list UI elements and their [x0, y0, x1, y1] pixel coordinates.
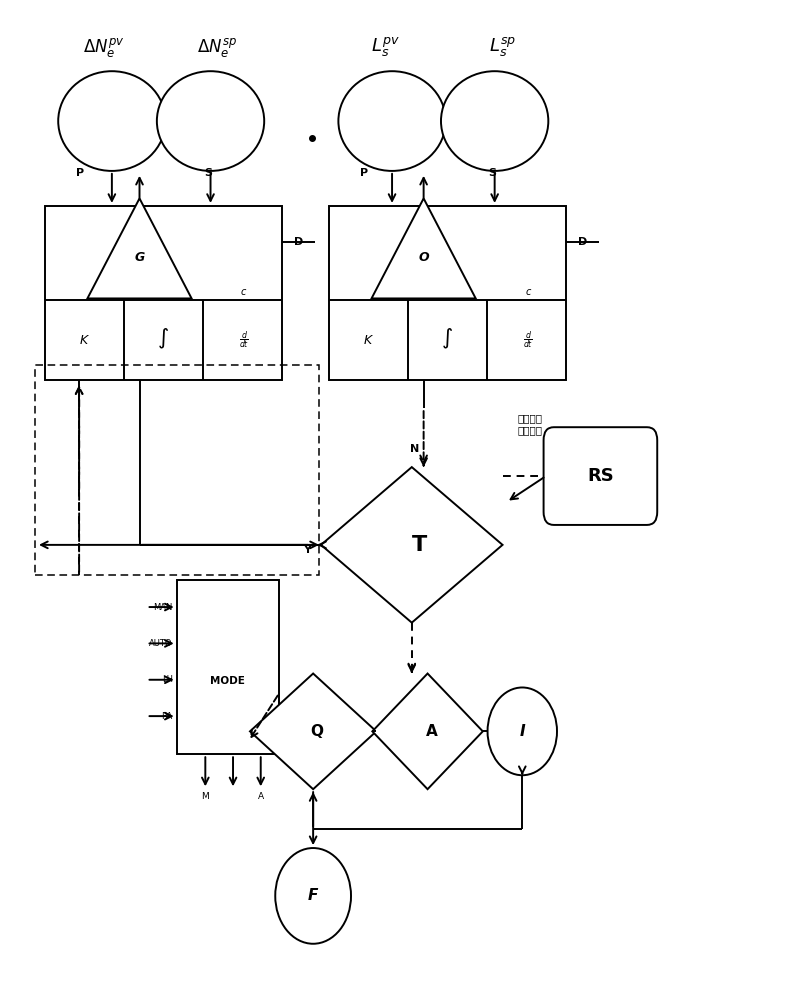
Text: D: D [294, 237, 303, 247]
Text: c: c [241, 287, 246, 297]
Text: N: N [409, 444, 419, 454]
Ellipse shape [157, 71, 265, 171]
Bar [177, 580, 280, 754]
Text: c: c [525, 287, 531, 297]
Text: AUTO: AUTO [149, 639, 173, 648]
Text: MAN: MAN [154, 603, 173, 612]
Ellipse shape [338, 71, 446, 171]
Bar [35, 365, 318, 575]
Text: D: D [578, 237, 588, 247]
Text: A: A [425, 724, 437, 739]
Polygon shape [321, 467, 503, 623]
Text: A: A [257, 792, 264, 801]
Text: I: I [520, 724, 525, 739]
Text: $L_s^{sp}$: $L_s^{sp}$ [489, 36, 516, 59]
Text: $\int$: $\int$ [157, 327, 169, 351]
Text: $\int$: $\int$ [441, 327, 453, 351]
Text: LH: LH [162, 675, 173, 684]
Text: MODE: MODE [211, 676, 246, 686]
Text: S: S [204, 168, 212, 178]
Text: T: T [412, 535, 428, 555]
Polygon shape [87, 198, 192, 298]
Text: G: G [135, 251, 145, 264]
Text: $\frac{d}{dt}$: $\frac{d}{dt}$ [523, 329, 533, 351]
Text: $\Delta N_e^{pv}$: $\Delta N_e^{pv}$ [83, 36, 124, 59]
Text: $L_s^{pv}$: $L_s^{pv}$ [371, 36, 400, 59]
Polygon shape [372, 674, 483, 789]
Ellipse shape [441, 71, 548, 171]
Text: 节流调节
触发信号: 节流调节 触发信号 [517, 414, 542, 435]
Text: $\frac{d}{dt}$: $\frac{d}{dt}$ [238, 329, 249, 351]
Text: K: K [80, 334, 88, 347]
Polygon shape [250, 674, 376, 789]
Ellipse shape [59, 71, 166, 171]
Text: RA: RA [162, 712, 173, 721]
Circle shape [276, 848, 351, 944]
Text: M: M [201, 792, 209, 801]
Bar [45, 206, 282, 380]
Text: $\Delta N_e^{sp}$: $\Delta N_e^{sp}$ [197, 36, 237, 59]
Text: Y: Y [303, 545, 311, 555]
Text: O: O [418, 251, 429, 264]
Text: P: P [76, 168, 85, 178]
Text: K: K [364, 334, 372, 347]
Text: RS: RS [587, 467, 614, 485]
Bar [329, 206, 565, 380]
Text: F: F [308, 888, 318, 903]
FancyBboxPatch shape [543, 427, 657, 525]
Polygon shape [371, 198, 476, 298]
Text: P: P [360, 168, 368, 178]
Text: S: S [489, 168, 497, 178]
Circle shape [488, 687, 557, 775]
Text: Q: Q [310, 724, 324, 739]
